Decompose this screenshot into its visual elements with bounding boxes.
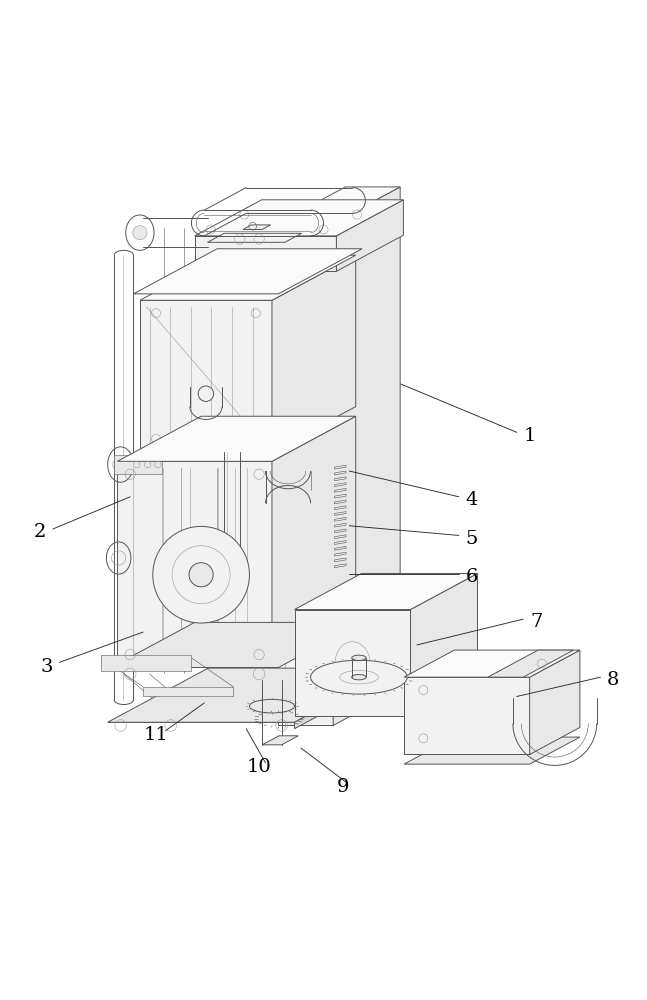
Polygon shape (404, 677, 530, 754)
Polygon shape (334, 523, 346, 527)
Polygon shape (410, 573, 477, 716)
Polygon shape (336, 200, 403, 271)
Polygon shape (334, 477, 346, 481)
Polygon shape (333, 187, 400, 725)
Polygon shape (334, 541, 346, 544)
Polygon shape (262, 736, 298, 745)
Text: 5: 5 (465, 530, 478, 548)
Polygon shape (272, 416, 356, 667)
Polygon shape (334, 517, 346, 521)
Polygon shape (208, 233, 302, 242)
Polygon shape (107, 668, 395, 722)
Polygon shape (404, 650, 580, 677)
Polygon shape (334, 552, 346, 556)
Text: 8: 8 (608, 671, 620, 689)
Polygon shape (140, 255, 356, 300)
Circle shape (153, 526, 249, 623)
Text: 9: 9 (336, 778, 349, 796)
Text: 4: 4 (465, 491, 478, 509)
Polygon shape (243, 225, 270, 229)
Polygon shape (334, 494, 346, 498)
Polygon shape (334, 500, 346, 504)
Polygon shape (488, 650, 573, 677)
Text: 11: 11 (144, 726, 168, 744)
Ellipse shape (352, 675, 366, 680)
Polygon shape (294, 668, 395, 729)
Polygon shape (294, 573, 477, 610)
Polygon shape (334, 546, 346, 550)
Polygon shape (334, 471, 346, 475)
Polygon shape (114, 455, 162, 474)
Polygon shape (101, 655, 192, 671)
Text: 6: 6 (465, 568, 478, 586)
Circle shape (133, 226, 147, 240)
Polygon shape (334, 558, 346, 562)
Circle shape (198, 386, 214, 401)
Text: 3: 3 (40, 658, 53, 676)
Polygon shape (195, 236, 336, 271)
Polygon shape (334, 512, 346, 515)
Polygon shape (117, 416, 356, 461)
Text: 1: 1 (523, 427, 536, 445)
Circle shape (189, 563, 213, 587)
Polygon shape (117, 461, 272, 667)
Polygon shape (334, 483, 346, 486)
Text: 2: 2 (34, 523, 46, 541)
Polygon shape (140, 300, 272, 452)
Polygon shape (334, 506, 346, 510)
Text: 10: 10 (247, 758, 272, 776)
Polygon shape (133, 249, 362, 294)
Polygon shape (278, 223, 333, 725)
Polygon shape (143, 687, 234, 696)
Polygon shape (404, 737, 580, 764)
Polygon shape (111, 622, 362, 667)
Polygon shape (334, 564, 346, 568)
Polygon shape (195, 200, 403, 236)
Polygon shape (278, 187, 400, 223)
Polygon shape (334, 488, 346, 492)
Polygon shape (334, 535, 346, 539)
Polygon shape (334, 529, 346, 533)
Polygon shape (294, 610, 410, 716)
Ellipse shape (352, 655, 366, 660)
Polygon shape (530, 650, 580, 754)
Text: 7: 7 (530, 613, 542, 631)
Ellipse shape (249, 699, 294, 713)
Polygon shape (272, 255, 356, 452)
Polygon shape (334, 465, 346, 469)
Ellipse shape (311, 660, 407, 694)
